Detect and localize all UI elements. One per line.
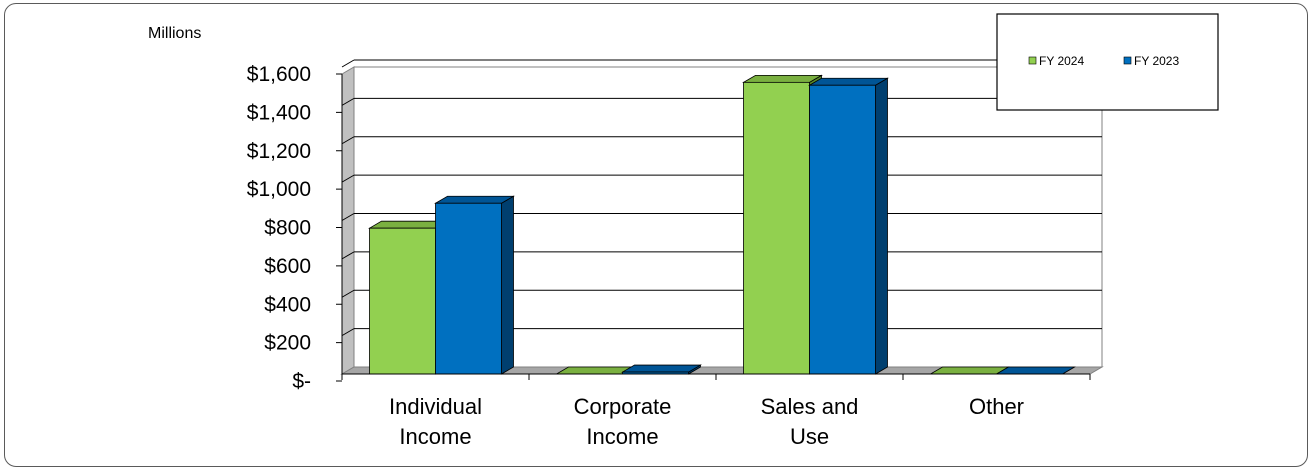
bar-top (434, 195, 515, 204)
gridline-diagonal (341, 328, 355, 337)
bar-front (435, 202, 502, 375)
axes (336, 73, 1091, 382)
bar-top (742, 74, 823, 83)
bar-side (501, 195, 514, 375)
gridline-diagonal (341, 97, 355, 106)
bar-front (743, 81, 810, 375)
gridline-diagonal (341, 289, 355, 298)
bar-front (369, 227, 436, 375)
y-tick-label: $1,200 (247, 140, 311, 163)
category-label-line: Income (399, 424, 471, 449)
category-label-line: Income (586, 424, 658, 449)
y-tick-label: $1,600 (247, 63, 311, 86)
bar (808, 77, 889, 375)
category-label-line: Sales and (761, 394, 859, 419)
y-tick-label: $- (292, 370, 311, 393)
bar (434, 195, 515, 375)
category-label-line: Use (790, 424, 829, 449)
y-tick-label: $400 (264, 293, 311, 316)
unit-label: Millions (148, 25, 201, 42)
category-label-line: Individual (389, 394, 482, 419)
y-tick-label: $1,000 (247, 178, 311, 201)
side-wall (341, 66, 355, 375)
category-label-line: Other (969, 394, 1024, 419)
gridline-diagonal (341, 213, 355, 221)
bar (621, 364, 702, 375)
y-tick-labels: $- $200 $400 $600 $800 $1,000 $1,200 $1,400 $1,6… (247, 63, 311, 393)
bar-top (929, 366, 1010, 375)
bar-top (808, 77, 889, 86)
legend-label: FY 2023 (1134, 54, 1179, 68)
bar-top (995, 366, 1076, 375)
gridline-diagonal (341, 136, 355, 145)
bars (368, 74, 1076, 375)
legend-label: FY 2024 (1039, 54, 1084, 68)
gridline-diagonal (341, 251, 355, 260)
legend-swatch (1028, 56, 1037, 65)
plot-walls (340, 66, 1104, 375)
bar-side (875, 77, 888, 375)
category-label: Other (969, 394, 1024, 419)
legend: FY 2024 FY 2023 (996, 13, 1219, 111)
y-tick-label: $200 (264, 332, 311, 355)
y-tick-label: $800 (264, 217, 311, 240)
bar-front (809, 84, 876, 375)
y-tick-label: $1,400 (247, 101, 311, 124)
category-label: Individual Income (389, 394, 482, 449)
category-label: Corporate Income (574, 394, 672, 449)
y-tick-label: $600 (264, 255, 311, 278)
legend-swatch (1123, 56, 1132, 65)
category-label-line: Corporate (574, 394, 672, 419)
bar-top (621, 364, 702, 373)
gridline-diagonal (341, 59, 355, 68)
category-labels: Individual Income Corporate Income Sales and… (389, 394, 1024, 449)
bar (929, 366, 1010, 375)
category-label: Sales and Use (761, 394, 859, 449)
gridline-diagonal (341, 174, 355, 183)
bar (995, 366, 1076, 375)
